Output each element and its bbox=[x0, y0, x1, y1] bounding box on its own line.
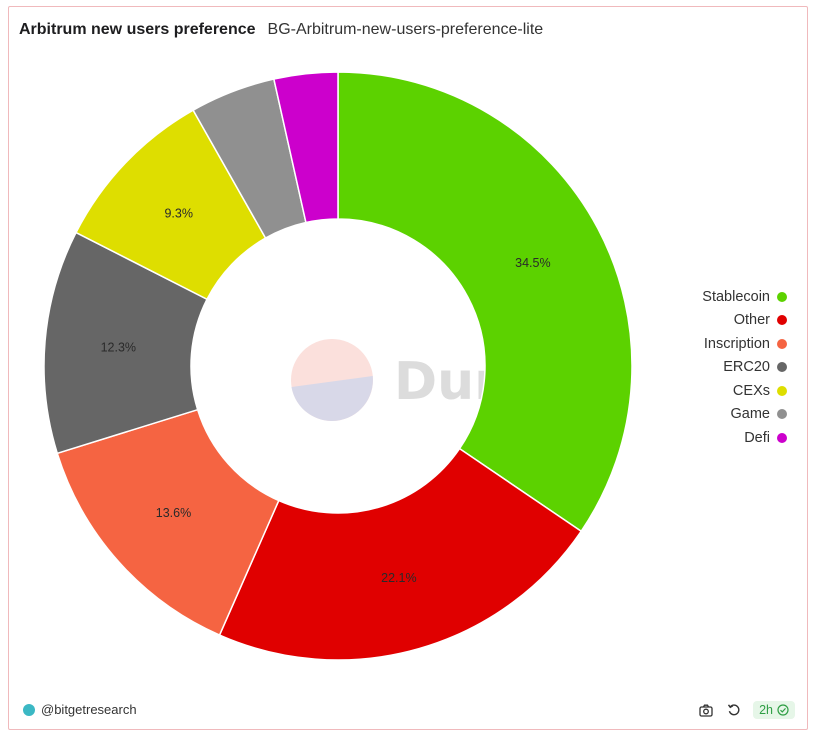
slice-label-stablecoin: 34.5% bbox=[515, 256, 550, 270]
legend-item-defi[interactable]: Defi bbox=[744, 428, 787, 448]
refresh-badge-label: 2h bbox=[759, 703, 773, 717]
legend-dot-icon bbox=[777, 315, 787, 326]
legend-dot-icon bbox=[777, 291, 787, 302]
chart-header: Arbitrum new users preference BG-Arbitru… bbox=[19, 17, 543, 43]
author-avatar-icon bbox=[23, 703, 35, 716]
legend-item-stablecoin[interactable]: Stablecoin bbox=[702, 287, 787, 307]
legend-item-inscription[interactable]: Inscription bbox=[704, 334, 787, 354]
legend-item-other[interactable]: Other bbox=[734, 311, 787, 331]
slice-defi[interactable] bbox=[272, 71, 339, 224]
legend-dot-icon bbox=[777, 362, 787, 373]
legend: Stablecoin Other Inscription ERC20 CEXs Game D… bbox=[702, 287, 787, 448]
legend-label: Game bbox=[730, 406, 771, 423]
author-name: @bitgetresearch bbox=[41, 702, 137, 717]
slice-inscription[interactable] bbox=[56, 408, 280, 637]
slice-other[interactable] bbox=[218, 447, 583, 661]
slice-label-erc20: 12.3% bbox=[101, 340, 136, 354]
legend-label: Inscription bbox=[703, 335, 770, 352]
legend-label: CEXs bbox=[732, 382, 770, 399]
slice-label-cexs: 9.3% bbox=[164, 207, 193, 221]
chart-title: Arbitrum new users preference bbox=[19, 21, 256, 38]
legend-dot-icon bbox=[777, 409, 787, 420]
legend-label: Other bbox=[733, 312, 770, 329]
legend-dot-icon bbox=[777, 432, 787, 443]
legend-label: Stablecoin bbox=[702, 288, 770, 305]
slice-label-inscription: 13.6% bbox=[156, 506, 191, 520]
dune-watermark: Dune bbox=[291, 339, 546, 421]
refresh-badge[interactable]: 2h bbox=[753, 701, 795, 719]
legend-dot-icon bbox=[777, 338, 787, 349]
refresh-icon[interactable] bbox=[725, 701, 743, 719]
legend-item-game[interactable]: Game bbox=[730, 405, 787, 425]
camera-icon[interactable] bbox=[697, 701, 715, 719]
legend-item-erc20[interactable]: ERC20 bbox=[723, 358, 787, 378]
legend-item-cexs[interactable]: CEXs bbox=[733, 381, 787, 401]
footer-actions: 2h bbox=[697, 701, 795, 719]
dune-logo-lower-icon bbox=[291, 376, 373, 421]
legend-label: ERC20 bbox=[723, 359, 770, 376]
author-credit[interactable]: @bitgetresearch bbox=[23, 702, 137, 717]
slice-stablecoin[interactable] bbox=[337, 71, 633, 533]
slice-label-other: 22.1% bbox=[381, 571, 416, 585]
legend-label: Defi bbox=[744, 429, 770, 446]
chart-subtitle: BG-Arbitrum-new-users-preference-lite bbox=[267, 21, 544, 38]
legend-dot-icon bbox=[777, 385, 787, 396]
check-circle-icon bbox=[777, 704, 789, 716]
